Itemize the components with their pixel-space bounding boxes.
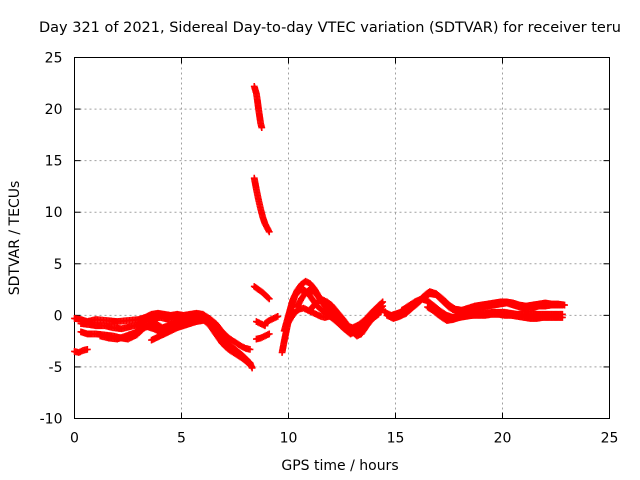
- data-point-marker: [378, 299, 385, 307]
- series-sat-g: [250, 82, 266, 132]
- data-point-marker: [374, 310, 382, 318]
- data-point-marker: [274, 312, 282, 320]
- x-tick-label: 5: [177, 431, 186, 447]
- data-point-marker: [379, 298, 387, 306]
- series-sat-j: [253, 312, 282, 330]
- series-sat-k: [253, 330, 273, 343]
- y-tick-label: -10: [40, 412, 63, 428]
- data-point-marker: [265, 330, 273, 338]
- x-tick-label: 25: [601, 431, 619, 447]
- y-axis-label: SDTVAR / TECUs: [7, 181, 23, 296]
- x-tick-label: 15: [387, 431, 405, 447]
- x-tick-label: 10: [280, 431, 298, 447]
- y-tick-label: 5: [54, 257, 63, 273]
- data-point-marker: [199, 317, 207, 324]
- y-tick-label: 25: [45, 51, 63, 67]
- x-tick-label: 0: [70, 431, 79, 447]
- chart-title: Day 321 of 2021, Sidereal Day-to-day VTE…: [39, 20, 621, 36]
- data-point-marker: [264, 294, 272, 302]
- data-point-marker: [330, 311, 337, 319]
- series-sat-e: [148, 317, 207, 344]
- series-sat-o: [306, 296, 382, 340]
- axis-ticks: [74, 57, 610, 419]
- y-tick-label: -5: [49, 360, 63, 376]
- plot-frame: [74, 57, 610, 419]
- data-point-marker: [246, 345, 254, 353]
- x-axis-label: GPS time / hours: [281, 458, 398, 474]
- series-sat-t: [282, 304, 337, 330]
- y-tick-label: 15: [45, 154, 63, 170]
- data-point-marker: [265, 228, 273, 236]
- data-point-marker: [83, 345, 91, 353]
- series-sat-s: [424, 303, 566, 324]
- series-sat-q: [383, 288, 568, 322]
- grid: [74, 57, 610, 419]
- data-marks: [71, 82, 568, 372]
- data-point-marker: [258, 124, 266, 132]
- x-tick-label: 20: [494, 431, 512, 447]
- series-sat-i: [250, 283, 273, 303]
- series-sat-h: [250, 174, 273, 236]
- tick-labels: 0 5 10 15 20 25 -10 -5 0 5 10 15 20 25: [40, 51, 619, 447]
- series-sat-f: [71, 345, 91, 356]
- data-point-marker: [265, 295, 273, 303]
- data-point-marker: [561, 301, 568, 309]
- y-tick-label: 20: [45, 102, 63, 118]
- y-tick-label: 0: [54, 308, 63, 324]
- y-tick-label: 10: [45, 205, 63, 221]
- data-point-marker: [246, 361, 254, 369]
- data-point-marker: [245, 360, 253, 368]
- data-point-marker: [559, 314, 566, 321]
